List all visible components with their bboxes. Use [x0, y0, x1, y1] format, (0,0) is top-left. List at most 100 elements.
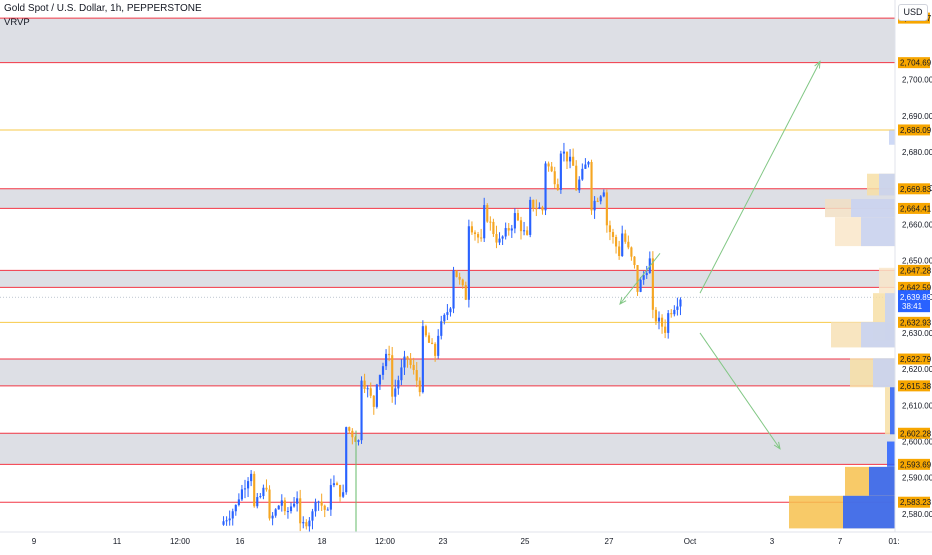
arrow-head	[619, 297, 627, 306]
candle	[630, 247, 633, 257]
candle	[394, 388, 397, 397]
candle	[320, 501, 323, 506]
volume-profile-bar	[890, 387, 895, 435]
level-label: 2,602.28	[900, 429, 932, 438]
candle	[501, 236, 504, 239]
y-tick-label: 2,600.00	[902, 438, 932, 447]
currency-button[interactable]: USD	[898, 4, 928, 21]
candle	[621, 233, 624, 256]
arrow-head	[814, 60, 821, 69]
forecast-arrow[interactable]	[699, 332, 781, 450]
candle	[532, 199, 535, 209]
candle	[311, 511, 314, 521]
candle	[538, 207, 541, 209]
candle	[348, 427, 351, 431]
y-tick-label: 2,590.00	[902, 474, 932, 483]
candle	[581, 168, 584, 180]
forecast-arrow[interactable]	[699, 61, 821, 294]
level-badge	[898, 316, 930, 328]
y-tick-label: 2,700.00	[902, 76, 932, 85]
candle	[553, 171, 556, 185]
candle	[636, 265, 639, 292]
candle	[246, 481, 250, 489]
candle	[516, 213, 520, 221]
candle	[366, 388, 369, 390]
candle	[605, 192, 608, 226]
candle	[507, 228, 510, 231]
candle	[262, 487, 265, 497]
countdown-label: 38:41	[902, 302, 923, 311]
time-scale[interactable]	[0, 532, 932, 550]
candle	[504, 228, 507, 237]
candle	[443, 314, 446, 322]
level-label: 2,593.69	[900, 460, 932, 469]
candle	[476, 234, 480, 238]
candle	[492, 221, 495, 235]
candle	[458, 276, 461, 280]
candle	[406, 356, 409, 359]
candle	[412, 364, 415, 371]
level-label: 2,642.59	[900, 283, 932, 292]
candle	[654, 309, 658, 322]
candle	[599, 196, 602, 202]
candle	[375, 384, 378, 407]
volume-profile-bar	[879, 267, 895, 294]
y-tick-label: 2,650.00	[902, 257, 932, 266]
indicator-label[interactable]: VRVP	[4, 17, 30, 28]
candle	[384, 353, 388, 367]
x-tick-label: 27	[605, 537, 614, 546]
candle	[231, 511, 234, 519]
candle	[535, 208, 538, 210]
candle	[329, 485, 332, 510]
candle	[483, 205, 486, 239]
candle	[565, 151, 569, 162]
candle	[391, 355, 394, 397]
candle	[378, 374, 382, 385]
level-label: 2,615.38	[900, 382, 932, 391]
candle	[452, 270, 455, 309]
candle	[633, 256, 636, 266]
level-badge	[898, 57, 930, 69]
level-label: 2,664.41	[900, 204, 932, 213]
x-tick-label: 3	[770, 537, 775, 546]
level-label: 2,622.79	[900, 355, 932, 364]
candle	[562, 151, 566, 154]
y-tick-label: 2,690.00	[902, 112, 932, 121]
y-tick-label: 2,610.00	[902, 401, 932, 410]
candle	[587, 162, 590, 165]
candle	[670, 313, 673, 315]
forecast-arrow[interactable]	[619, 253, 661, 305]
candle	[480, 237, 483, 239]
candle	[473, 232, 477, 235]
x-tick-label: 16	[236, 537, 245, 546]
candle	[611, 232, 615, 237]
y-tick-label: 2,630.00	[902, 329, 932, 338]
candle	[529, 199, 532, 235]
candle	[461, 279, 464, 286]
candle	[397, 380, 400, 389]
candle	[572, 156, 575, 166]
level-label: 2,583.23	[900, 498, 932, 507]
candle	[240, 489, 244, 500]
x-tick-label: Oct	[684, 537, 697, 546]
candle	[430, 342, 434, 344]
candle	[369, 388, 372, 396]
level-badge	[898, 427, 930, 439]
candle	[400, 367, 403, 381]
candle	[289, 506, 293, 512]
candle	[657, 317, 661, 322]
candle	[228, 518, 231, 521]
candle	[338, 484, 342, 497]
candle	[283, 500, 286, 512]
volume-profile-bar	[869, 466, 895, 496]
candle	[286, 511, 290, 513]
candle	[222, 521, 225, 525]
x-tick-label: 9	[32, 537, 37, 546]
candle	[470, 226, 474, 233]
candle	[498, 238, 501, 243]
level-badge	[898, 380, 930, 392]
candle	[608, 225, 612, 233]
arrow-head	[773, 441, 781, 450]
